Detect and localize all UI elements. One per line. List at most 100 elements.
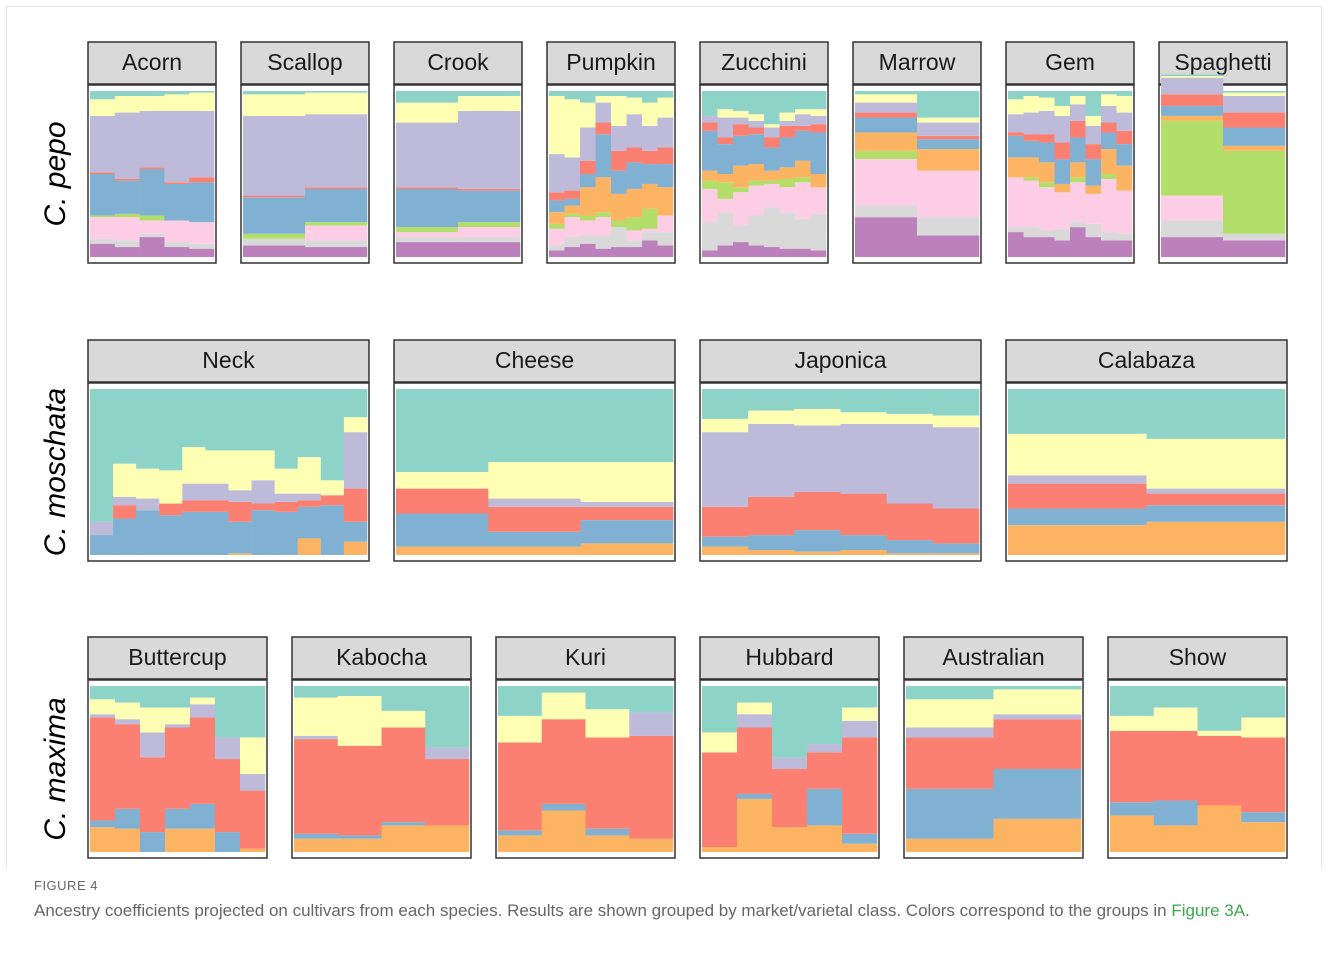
ancestry-segment [840,389,887,413]
ancestry-segment [541,686,586,693]
ancestry-segment [139,233,165,238]
ancestry-segment [425,747,470,760]
ancestry-segment [855,217,918,257]
ancestry-segment [810,124,827,133]
caption-link[interactable]: Figure 3A [1171,901,1246,920]
ancestry-segment [139,95,165,111]
ancestry-segment [642,164,658,184]
ancestry-segment [549,154,565,193]
ancestry-segment [657,164,674,188]
ancestry-segment [114,217,140,241]
ancestry-segment [764,207,780,248]
ancestry-segment [549,91,565,96]
ancestry-segment [458,242,521,257]
ancestry-segment [748,535,795,551]
ancestry-segment [396,122,459,188]
ancestry-segment [115,686,141,703]
ancestry-segment [993,719,1082,769]
ancestry-segment [580,187,596,216]
ancestry-segment [90,91,116,100]
caption-end: . [1245,901,1250,920]
figure: C. pepo Acorn Scallop Crook Pumpkin Zucchini M… [39,41,1288,859]
panel-title: Hubbard [745,644,833,670]
ancestry-segment [748,164,765,181]
ancestry-segment [343,432,368,489]
ancestry-segment [917,139,980,150]
ancestry-segment [1085,159,1102,186]
ancestry-segment [737,793,773,799]
ancestry-segment [164,220,190,243]
ancestry-segment [396,91,459,103]
ancestry-segment [114,240,140,248]
ancestry-segment [549,250,565,257]
ancestry-segment [702,506,749,537]
strip [903,636,1084,680]
ancestry-segment [794,530,841,552]
ancestry-segment [396,102,459,123]
ancestry-segment [772,827,808,852]
ancestry-segment [189,92,215,111]
ancestry-segment [1101,122,1117,133]
ancestry-segment [1054,142,1071,160]
ancestry-segment [337,686,382,696]
ancestry-segment [274,493,299,502]
ancestry-segment [139,215,165,221]
ancestry-segment [549,228,565,246]
ancestry-segment [642,150,658,165]
ancestry-segment [458,222,521,228]
ancestry-segment [294,735,339,740]
ancestry-segment [795,125,811,131]
ancestry-segment [795,114,811,126]
ancestry-segment [1101,232,1117,241]
ancestry-segment [1054,105,1071,116]
ancestry-segment [1161,120,1224,196]
ancestry-segment [932,389,980,416]
ancestry-segment [90,115,116,173]
ancestry-segment [748,91,765,115]
ancestry-segment [842,737,878,834]
ancestry-segment [737,714,773,728]
ancestry-segment [1241,812,1286,823]
ancestry-segment [1223,112,1286,128]
ancestry-segment [90,827,116,852]
ancestry-segment [115,808,141,829]
ancestry-segment [748,496,795,536]
ancestry-segment [113,463,137,497]
ancestry-segment [1054,183,1071,193]
ancestry-segment [580,243,596,257]
panel-title: Zucchini [721,49,807,75]
ancestry-segment [917,149,980,171]
ancestry-segment [396,227,459,233]
ancestry-segment [90,820,116,828]
ancestry-segment [580,127,596,161]
ancestry-segment [189,110,215,178]
ancestry-segment [140,757,166,833]
ancestry-segment [794,551,841,555]
ancestry-segment [1241,822,1286,852]
ancestry-segment [886,503,934,541]
ancestry-segment [165,828,191,852]
ancestry-segment [189,182,215,223]
ancestry-segment [458,91,521,96]
strip [852,41,982,85]
ancestry-segment [215,686,241,738]
ancestry-segment [90,215,116,218]
ancestry-segment [320,480,345,496]
ancestry-segment [115,702,141,720]
ancestry-segment [1023,157,1040,178]
ancestry-segment [1101,178,1117,233]
ancestry-segment [139,220,165,234]
ancestry-segment [498,715,543,743]
ancestry-segment [228,553,252,555]
ancestry-segment [657,117,674,148]
ancestry-segment [90,389,114,522]
ancestry-segment [1070,162,1086,178]
ancestry-segment [733,91,749,111]
ancestry-segment [1008,99,1024,115]
ancestry-segment [717,91,734,110]
ancestry-segment [717,245,734,257]
ancestry-segment [993,818,1082,852]
ancestry-segment [779,212,796,249]
ancestry-segment [564,190,581,199]
panel-title: Buttercup [128,644,226,670]
